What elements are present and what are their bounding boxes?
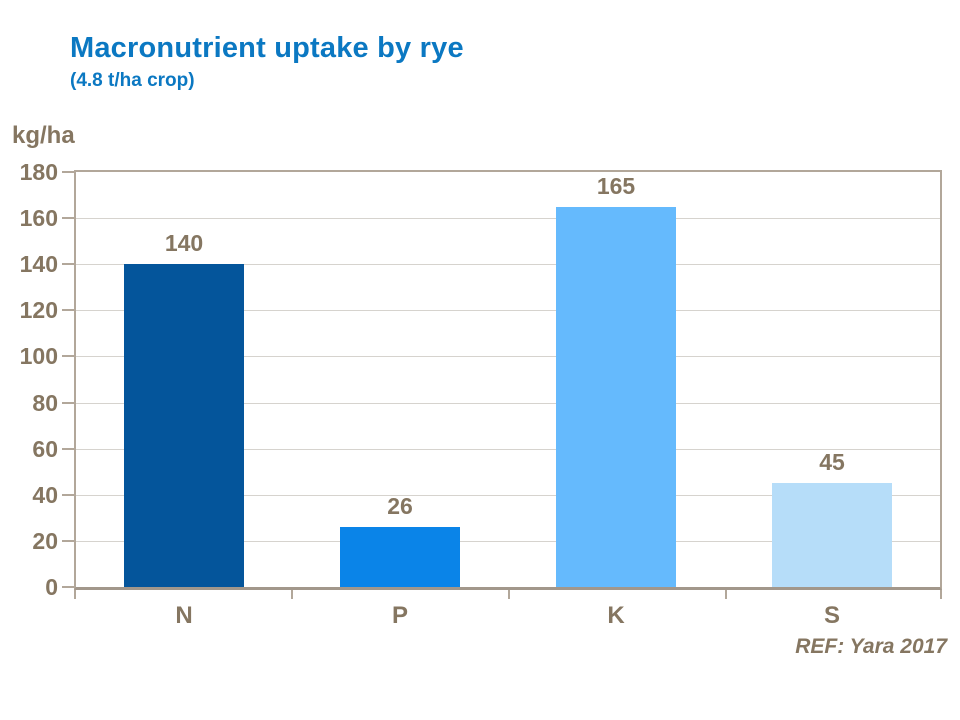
bar-value-label: 26 [387,493,413,520]
y-axis-tick-mark [62,493,74,496]
y-axis-tick-label: 60 [32,435,58,462]
chart-subtitle: (4.8 t/ha crop) [70,70,195,91]
gridline [76,402,940,404]
y-axis-tick-mark [62,217,74,220]
reference-note: REF: Yara 2017 [795,635,947,658]
x-axis-category-label: P [391,602,408,629]
y-axis-tick-label: 20 [32,527,58,554]
bar-value-label: 165 [596,172,636,199]
x-axis-category-label: K [607,602,625,629]
plot-area: 140 26 165 45 [74,170,942,590]
y-axis-tick-label: 0 [45,574,58,600]
x-axis-tick-mark [291,590,293,599]
y-axis-tick-mark [62,447,74,450]
y-axis-tick-label: 100 [19,343,58,370]
bar-P [340,527,460,587]
y-axis-tick-label: 140 [19,251,58,278]
gridline [76,540,940,542]
bar-S [772,483,892,587]
y-axis-tick-mark [62,171,74,173]
gridline [76,448,940,450]
x-axis-category-label: N [175,602,193,629]
y-axis-tick-mark [62,355,74,358]
bar-value-label: 45 [819,449,845,476]
x-axis-tick-mark [508,590,510,599]
bar-value-label: 140 [164,230,204,257]
y-axis-tick-mark [62,586,74,588]
chart-title: Macronutrient uptake by rye [70,32,464,64]
gridline [76,356,940,358]
gridline [76,310,940,312]
y-axis-tick-mark [62,539,74,542]
x-axis-tick-mark [940,590,942,599]
y-axis-tick-label: 180 [19,159,58,185]
gridline [76,218,940,220]
y-axis-tick-label: 80 [32,389,58,416]
y-axis-tick-label: 40 [32,481,58,508]
bar-K [556,206,676,587]
bar-N [124,264,244,587]
x-axis-tick-mark [725,590,727,599]
x-axis-category-label: S [823,602,840,629]
y-axis-tick-mark [62,401,74,404]
y-axis-tick-mark [62,309,74,312]
y-axis-tick-label: 160 [19,205,58,232]
x-axis-tick-mark [74,590,76,599]
y-axis-tick-label: 120 [19,297,58,324]
y-axis-unit-label: kg/ha [12,122,75,149]
gridline [76,494,940,496]
gridline [76,264,940,266]
y-axis-tick-mark [62,263,74,266]
